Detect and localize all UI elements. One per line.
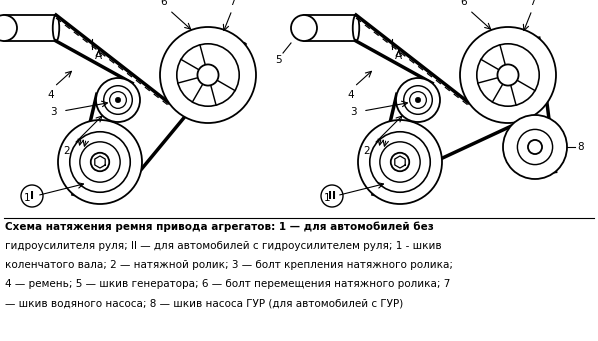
Text: 7: 7	[529, 0, 535, 7]
Text: A: A	[395, 51, 402, 61]
Text: 4: 4	[47, 90, 54, 100]
Circle shape	[503, 115, 567, 179]
Circle shape	[498, 64, 518, 86]
Circle shape	[358, 120, 442, 204]
Circle shape	[91, 153, 109, 171]
Circle shape	[291, 15, 317, 41]
Text: 7: 7	[228, 0, 235, 7]
Circle shape	[528, 140, 542, 154]
Text: 2: 2	[363, 146, 370, 156]
Text: 6: 6	[161, 0, 167, 7]
Text: Схема натяжения ремня привода агрегатов: 1 — для автомобилей без: Схема натяжения ремня привода агрегатов:…	[5, 222, 434, 233]
Text: 8: 8	[577, 142, 584, 152]
Text: II: II	[328, 191, 336, 201]
Circle shape	[0, 15, 17, 41]
Text: 3: 3	[50, 107, 56, 117]
Circle shape	[58, 120, 142, 204]
Text: I: I	[30, 191, 34, 201]
Circle shape	[460, 27, 556, 123]
Text: 1: 1	[324, 193, 331, 203]
Circle shape	[96, 78, 140, 122]
Text: 4: 4	[347, 90, 353, 100]
Circle shape	[396, 78, 440, 122]
Circle shape	[160, 27, 256, 123]
Circle shape	[390, 153, 409, 171]
Text: A: A	[95, 51, 102, 61]
Text: 1: 1	[24, 193, 30, 203]
Text: гидроусилителя руля; II — для автомобилей с гидроусилителем руля; 1 - шкив: гидроусилителя руля; II — для автомобиле…	[5, 241, 442, 251]
Text: 2: 2	[63, 146, 69, 156]
Text: 3: 3	[350, 107, 356, 117]
Circle shape	[197, 64, 218, 86]
Text: 6: 6	[460, 0, 467, 7]
Text: коленчатого вала; 2 — натяжной ролик; 3 — болт крепления натяжного ролика;: коленчатого вала; 2 — натяжной ролик; 3 …	[5, 260, 453, 270]
Text: 5: 5	[276, 55, 282, 65]
Text: 4 — ремень; 5 — шкив генератора; 6 — болт перемещения натяжного ролика; 7: 4 — ремень; 5 — шкив генератора; 6 — бол…	[5, 279, 450, 289]
Circle shape	[115, 98, 121, 103]
Circle shape	[416, 98, 420, 103]
Text: — шкив водяного насоса; 8 — шкив насоса ГУР (для автомобилей с ГУР): — шкив водяного насоса; 8 — шкив насоса …	[5, 298, 403, 308]
